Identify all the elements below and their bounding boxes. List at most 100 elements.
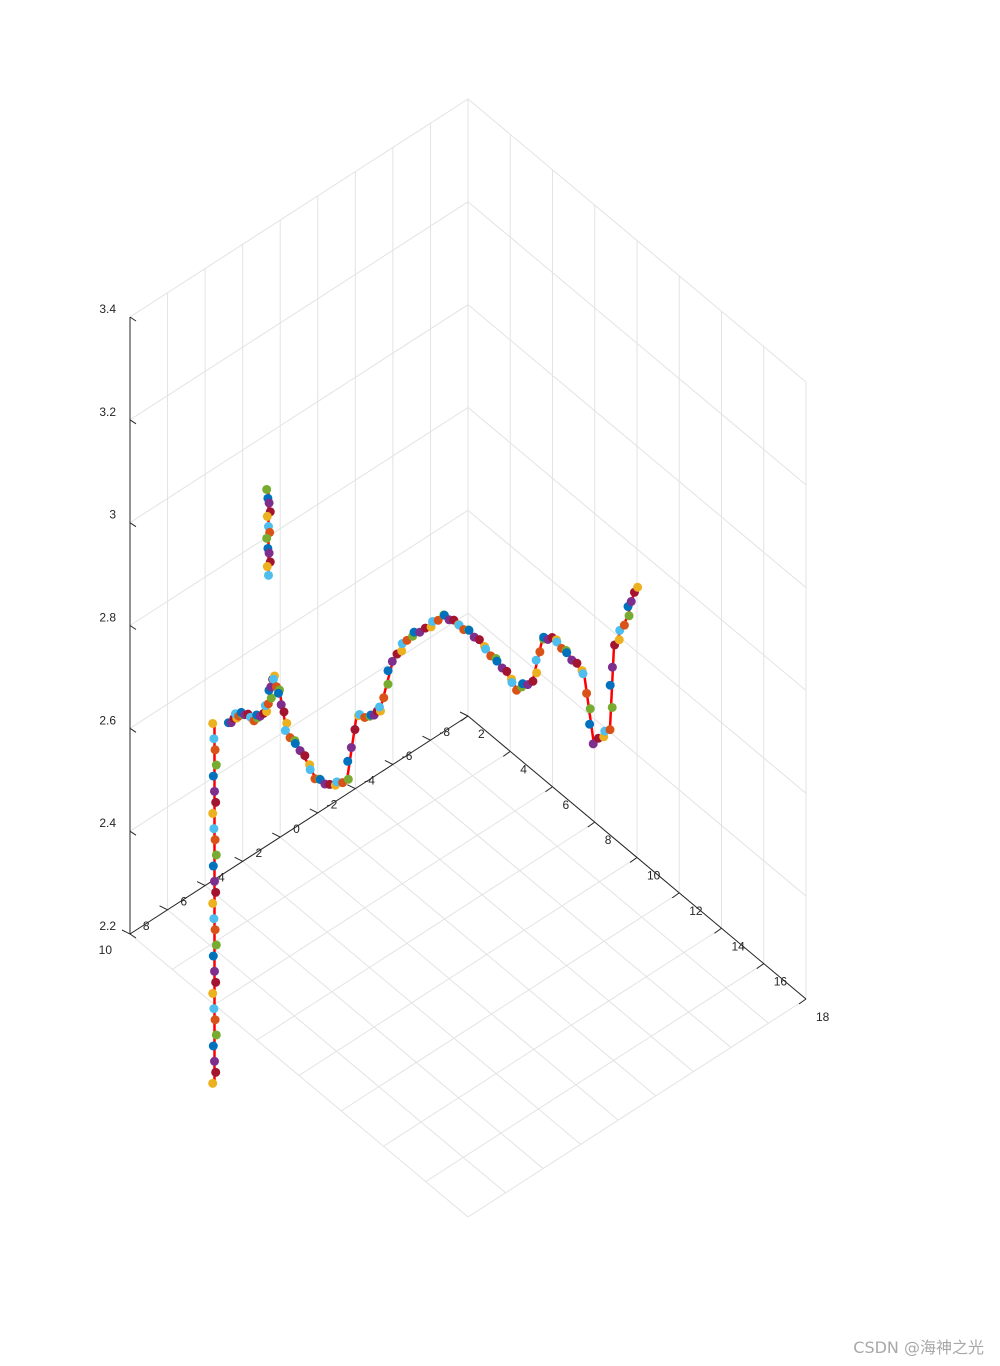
trajectory-point [374,702,384,712]
back-wall-grid-line [467,98,807,383]
trajectory-point [211,850,221,860]
z-tick-mark [129,419,137,425]
trajectory-point [208,718,218,728]
trajectory-point [383,666,393,676]
trajectory-point [208,771,218,781]
z-tick-label: 2.6 [99,713,116,727]
trajectory-point [210,1015,220,1025]
y-tick-label: -6 [402,749,413,763]
floor-grid-line [171,750,511,970]
y-tick-label: 6 [180,895,187,909]
trajectory-point [346,743,356,753]
trajectory-point [211,940,221,950]
floor-grid-line [214,786,553,1006]
trajectory-line [229,585,638,787]
trajectory-point [268,674,278,684]
trajectory-point [208,988,218,998]
trajectory-point [607,662,617,672]
y-tick-label: 0 [293,822,300,836]
trajectory-point [502,666,512,676]
z-tick-label: 2.2 [99,919,116,933]
x-tick-label: 18 [816,1010,830,1024]
y-tick-mark [422,735,431,741]
back-wall-grid-line [467,407,807,691]
x-tick-mark [502,750,511,757]
z-tick-mark [129,625,137,630]
trajectory-point [290,739,300,749]
z-tick-label: 3.4 [99,302,116,316]
y-tick-mark [159,905,168,911]
x-tick-mark [460,715,469,722]
floor-grid-line [317,812,657,1097]
trajectory-point [209,734,219,744]
y-tick-mark [309,808,319,814]
trajectory-point [607,702,617,712]
x-tick-mark [545,786,553,793]
trajectory-point [379,693,389,703]
y-tick-label: 10 [99,943,113,957]
x-tick-mark [587,821,596,828]
y-tick-label: -4 [364,773,375,787]
back-wall-grid-line [467,612,807,897]
x-tick-label: 4 [520,762,527,776]
back-wall-grid-line [467,201,807,486]
trajectory-point [208,951,218,961]
trajectory-point [276,700,286,710]
trajectory-point [208,1078,218,1088]
floor-grid-line [383,927,722,1147]
trajectory-point [273,688,283,698]
y-tick-mark [459,711,469,717]
x-tick-label: 6 [563,798,570,812]
y-tick-mark [384,759,394,765]
y-tick-mark [121,929,131,935]
trajectory-point [582,688,592,698]
trajectory-point [262,562,272,572]
trajectory-point [211,1067,221,1077]
trajectory-point [305,765,315,775]
trajectory-point [532,668,542,678]
trajectory-point [263,570,273,580]
trajectory-point [264,498,274,508]
z-tick-mark [129,522,137,528]
trajectory-point [585,719,595,729]
z-tick-mark [129,830,137,836]
side-wall-grid-line [129,201,469,421]
side-wall-grid-line [129,304,469,524]
trajectory-point [624,611,634,621]
trajectory-point [209,824,219,834]
trajectory-point [210,876,219,886]
trajectory-point [528,676,538,686]
z-tick-label: 3.2 [99,405,116,419]
z-tick-label: 2.8 [99,611,116,625]
trajectory-point [585,704,595,714]
floor-grid-line [340,892,680,1112]
y-tick-label: -8 [439,725,450,739]
trajectory-point [208,861,218,871]
x-tick-mark [756,963,765,970]
x-tick-mark [629,857,638,863]
y-tick-label: 8 [143,919,150,933]
trajectory-point [211,1030,221,1040]
floor-grid-line [256,821,596,1041]
trajectory-point [464,625,474,635]
side-wall-grid-line [129,612,469,832]
trajectory-point [474,635,484,645]
trajectory-point [208,898,218,908]
floor-grid-line [425,963,765,1183]
x-tick-label: 2 [478,727,485,741]
trajectory-point [507,678,517,688]
trajectory-point [535,647,545,657]
trajectory-point [588,739,598,749]
trajectory-point [280,726,290,736]
trajectory-point [210,1056,219,1066]
trajectory-point [210,925,220,935]
trajectory-point [578,669,588,679]
x-tick-label: 8 [605,833,612,847]
side-wall-grid-line [129,98,469,318]
y-tick-mark [271,832,281,838]
trajectory-point [605,725,615,735]
trajectory-point [262,511,272,521]
z-tick-mark [129,316,137,322]
trajectory-point [262,533,272,543]
